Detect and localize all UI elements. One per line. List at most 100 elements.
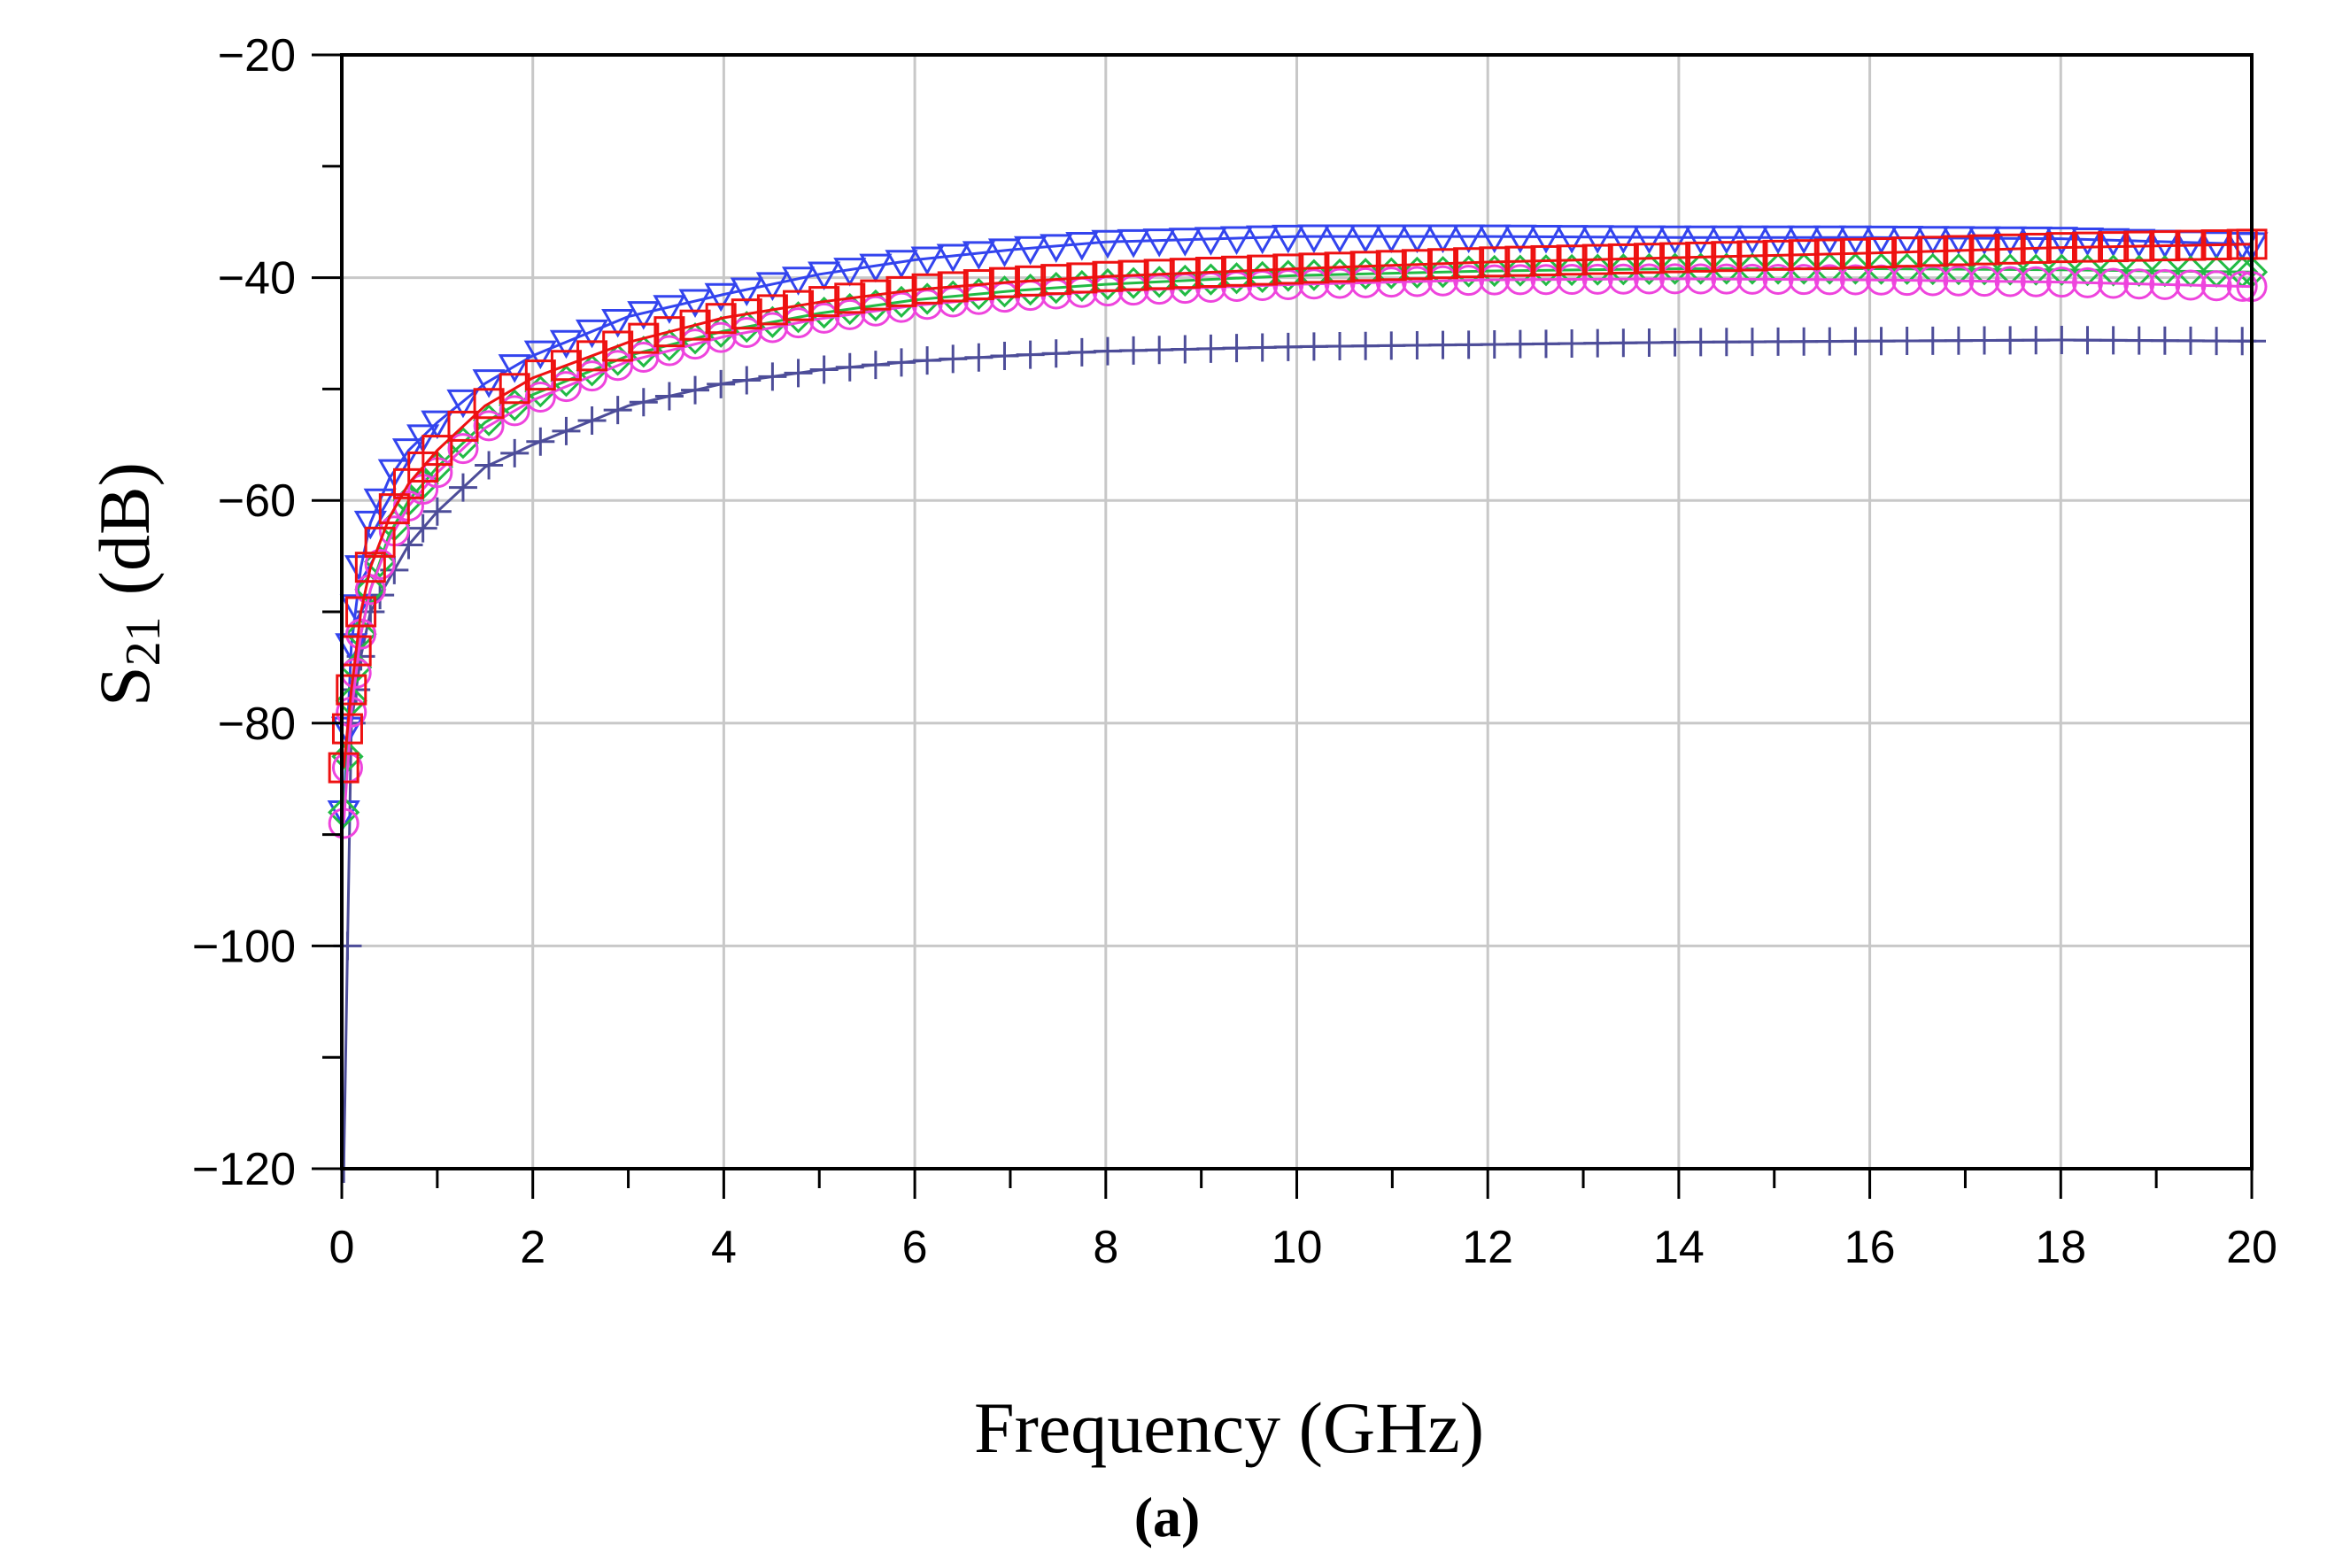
trace-red-square-marker (1994, 233, 2026, 265)
data-series (327, 224, 2269, 1183)
trace-blue-triangle-marker (1581, 225, 1614, 254)
trace-green-diamond-marker (1478, 254, 1511, 288)
trace-magenta-circle-marker (1504, 264, 1536, 296)
trace-blue-triangle-marker (1632, 225, 1666, 255)
trace-blue-triangle-marker (1452, 224, 1486, 254)
trace-purple-plus-marker (1041, 339, 1071, 368)
trace-purple-plus-marker (2022, 326, 2051, 355)
trace-red-square-marker (1607, 243, 1639, 274)
trace-blue-triangle-marker (2122, 228, 2156, 259)
trace-magenta-circle-marker (2020, 266, 2052, 297)
trace-purple-plus-marker (1609, 328, 1638, 358)
trace-green-diamond-marker (2071, 254, 2104, 287)
trace-green-diamond-marker (1349, 258, 1382, 290)
trace-purple-plus-marker (629, 388, 658, 417)
trace-green-diamond-marker (1581, 253, 1614, 286)
trace-purple-plus-marker (1093, 336, 1122, 366)
trace-blue-triangle-marker (1942, 226, 1975, 255)
trace-red-square-marker (1659, 242, 1691, 274)
trace-red-square-marker (1891, 236, 1923, 268)
trace-red-square-marker (2045, 232, 2077, 264)
trace-blue-triangle-marker (1426, 224, 1460, 254)
trace-blue-triangle-marker (1684, 225, 1718, 255)
trace-red-square-marker (524, 359, 556, 391)
figure-caption: (a) (1134, 1486, 1201, 1549)
trace-red-square-marker (808, 286, 840, 318)
trace-green-diamond-marker (1839, 252, 1872, 285)
trace-blue-triangle-marker (377, 459, 411, 489)
trace-green-diamond-marker (1427, 256, 1459, 289)
trace-red-square-marker (2149, 230, 2181, 262)
trace-green-diamond-marker (1452, 255, 1485, 288)
trace-purple-plus-marker (1660, 328, 1689, 357)
trace-purple-plus-marker (1428, 330, 1457, 359)
trace-blue-triangle-marker (833, 258, 867, 287)
trace-red-square-marker (653, 316, 685, 348)
trace-purple-plus-marker (1067, 337, 1096, 367)
trace-magenta-circle-marker (705, 321, 737, 353)
trace-red-square-marker (1685, 241, 1717, 273)
trace-blue-triangle-marker (1374, 224, 1408, 254)
trace-purple-plus-marker (2047, 326, 2076, 355)
trace-magenta-circle-marker (2226, 270, 2258, 302)
trace-blue-triangle-marker (627, 301, 661, 330)
trace-blue-triangle-marker (363, 488, 397, 518)
trace-purple-plus-marker (1273, 332, 1303, 361)
trace-magenta-circle-marker (1375, 266, 1407, 298)
trace-green-diamond-marker (1633, 252, 1666, 286)
trace-purple-plus-marker (681, 375, 710, 405)
trace-red-square-marker (860, 279, 892, 311)
trace-green-diamond-marker (1736, 252, 1769, 285)
trace-purple-plus-marker (1326, 332, 1355, 361)
trace-blue-triangle-marker (1349, 224, 1382, 254)
trace-red-square-marker (1117, 259, 1149, 291)
trace-red-square-marker (705, 303, 737, 335)
trace-red-square-marker (328, 752, 360, 784)
trace-blue-triangle-marker (1504, 224, 1537, 254)
trace-red-square-marker (1092, 260, 1124, 292)
trace-magenta-circle-marker (1427, 265, 1459, 297)
trace-red-square-marker (731, 298, 762, 330)
trace-blue-triangle-marker (859, 253, 893, 283)
y-tick-label: −100 (192, 921, 296, 972)
trace-blue-triangle-marker (1065, 232, 1099, 261)
trace-purple-plus-marker (758, 362, 787, 391)
trace-red-square-marker (679, 309, 711, 341)
trace-blue-triangle-marker (885, 250, 918, 279)
trace-red-square-marker (2098, 231, 2130, 263)
trace-blue-triangle-marker (1219, 226, 1254, 256)
trace-green-diamond-marker (2045, 253, 2078, 286)
trace-blue-triangle-marker (446, 389, 480, 419)
trace-blue-triangle-marker (523, 340, 557, 370)
trace-magenta-circle-marker (328, 807, 360, 839)
trace-red-square-marker (364, 526, 396, 558)
trace-red-square-marker (1762, 239, 1794, 271)
trace-purple-plus-marker (654, 382, 684, 411)
trace-red-square-marker (937, 271, 969, 303)
trace-green-diamond-marker (2020, 253, 2053, 286)
trace-blue-triangle-marker (1040, 234, 1073, 263)
x-tick-label: 18 (2035, 1222, 2086, 1273)
trace-red-square-marker (1866, 237, 1898, 269)
trace-blue-triangle-marker (1761, 225, 1795, 255)
x-tick-label: 2 (520, 1222, 545, 1273)
trace-red-square-marker (1711, 241, 1743, 273)
trace-purple-plus-marker (913, 346, 942, 375)
trace-green-diamond-marker (1813, 252, 1846, 285)
y-axis-title-unit: (dB) (84, 462, 165, 595)
trace-blue-triangle-marker (421, 410, 454, 440)
tick-labels: 0 2 4 6 8 10 12 14 16 18 20 −20 −40 −60 −80 −100 −120 (192, 30, 2277, 1273)
x-tick-label: 4 (711, 1222, 737, 1273)
trace-red-square-marker (1401, 249, 1433, 281)
trace-red-square-marker (1375, 250, 1407, 282)
trace-green-diamond-marker (1272, 259, 1304, 292)
trace-blue-triangle-marker (962, 241, 995, 270)
trace-purple-plus-marker (835, 352, 864, 382)
trace-magenta-circle-marker (364, 549, 396, 581)
trace-red-square-marker (2200, 229, 2232, 261)
trace-blue-triangle-marker (781, 266, 816, 296)
trace-red-square-marker (1633, 243, 1665, 274)
trace-blue-triangle-marker (1117, 228, 1150, 259)
trace-blue-triangle-marker (575, 319, 609, 349)
trace-blue-triangle-marker (339, 594, 373, 623)
